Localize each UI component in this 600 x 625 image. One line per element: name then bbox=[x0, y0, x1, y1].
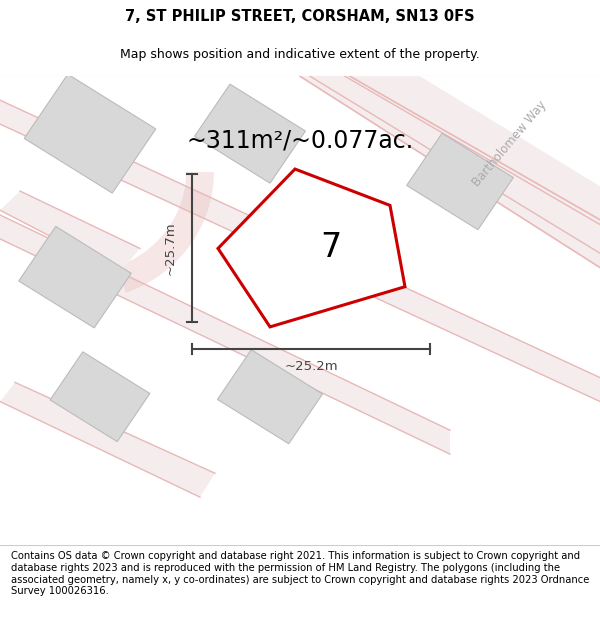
Polygon shape bbox=[262, 195, 358, 282]
Text: 7: 7 bbox=[320, 231, 341, 264]
Text: 7, ST PHILIP STREET, CORSHAM, SN13 0FS: 7, ST PHILIP STREET, CORSHAM, SN13 0FS bbox=[125, 9, 475, 24]
Text: Bartholomew Way: Bartholomew Way bbox=[470, 98, 550, 189]
Text: Map shows position and indicative extent of the property.: Map shows position and indicative extent… bbox=[120, 48, 480, 61]
Polygon shape bbox=[310, 76, 600, 253]
Text: ~25.2m: ~25.2m bbox=[284, 359, 338, 372]
Polygon shape bbox=[0, 215, 450, 454]
Polygon shape bbox=[0, 100, 600, 401]
Polygon shape bbox=[194, 84, 305, 183]
Polygon shape bbox=[300, 76, 600, 268]
Text: ~311m²/~0.077ac.: ~311m²/~0.077ac. bbox=[187, 129, 413, 152]
Polygon shape bbox=[0, 382, 215, 497]
Polygon shape bbox=[50, 352, 150, 442]
Polygon shape bbox=[0, 191, 140, 272]
Text: ~25.7m: ~25.7m bbox=[163, 221, 176, 275]
Polygon shape bbox=[407, 133, 514, 230]
Polygon shape bbox=[218, 169, 405, 327]
Text: Contains OS data © Crown copyright and database right 2021. This information is : Contains OS data © Crown copyright and d… bbox=[11, 551, 589, 596]
Polygon shape bbox=[24, 74, 156, 193]
Polygon shape bbox=[350, 76, 600, 220]
Polygon shape bbox=[19, 226, 131, 328]
Polygon shape bbox=[217, 350, 323, 444]
